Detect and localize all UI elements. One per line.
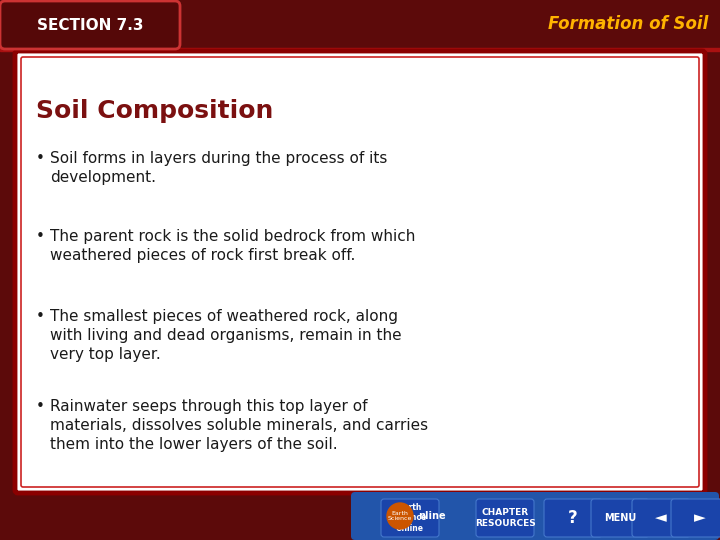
Text: Earth
Science
Online: Earth Science Online — [393, 503, 427, 533]
Text: Soil forms in layers during the process of its
development.: Soil forms in layers during the process … — [50, 151, 387, 185]
FancyBboxPatch shape — [0, 1, 180, 49]
Text: •: • — [36, 229, 45, 244]
Text: Rainwater seeps through this top layer of
materials, dissolves soluble minerals,: Rainwater seeps through this top layer o… — [50, 399, 428, 453]
FancyBboxPatch shape — [15, 51, 705, 493]
Text: Earth
Science: Earth Science — [388, 511, 412, 522]
Text: SECTION 7.3: SECTION 7.3 — [37, 17, 143, 32]
Text: The smallest pieces of weathered rock, along
with living and dead organisms, rem: The smallest pieces of weathered rock, a… — [50, 309, 402, 362]
FancyBboxPatch shape — [351, 492, 719, 540]
Text: •: • — [36, 399, 45, 414]
Text: ?: ? — [568, 509, 578, 527]
FancyBboxPatch shape — [544, 499, 602, 537]
Text: ◄: ◄ — [655, 510, 667, 525]
Text: Formation of Soil: Formation of Soil — [548, 15, 708, 33]
Text: Soil Composition: Soil Composition — [36, 99, 274, 123]
FancyBboxPatch shape — [476, 499, 534, 537]
Text: MENU: MENU — [604, 513, 636, 523]
Text: CHAPTER
RESOURCES: CHAPTER RESOURCES — [474, 508, 536, 528]
Bar — [0, 0, 720, 48]
Text: nline: nline — [418, 511, 446, 521]
FancyBboxPatch shape — [671, 499, 720, 537]
Text: •: • — [36, 309, 45, 324]
FancyBboxPatch shape — [632, 499, 690, 537]
Text: The parent rock is the solid bedrock from which
weathered pieces of rock first b: The parent rock is the solid bedrock fro… — [50, 229, 415, 263]
FancyBboxPatch shape — [381, 499, 439, 537]
Bar — [0, 48, 720, 51]
Circle shape — [387, 503, 413, 529]
Text: •: • — [36, 151, 45, 166]
FancyBboxPatch shape — [591, 499, 649, 537]
Text: ►: ► — [694, 510, 706, 525]
